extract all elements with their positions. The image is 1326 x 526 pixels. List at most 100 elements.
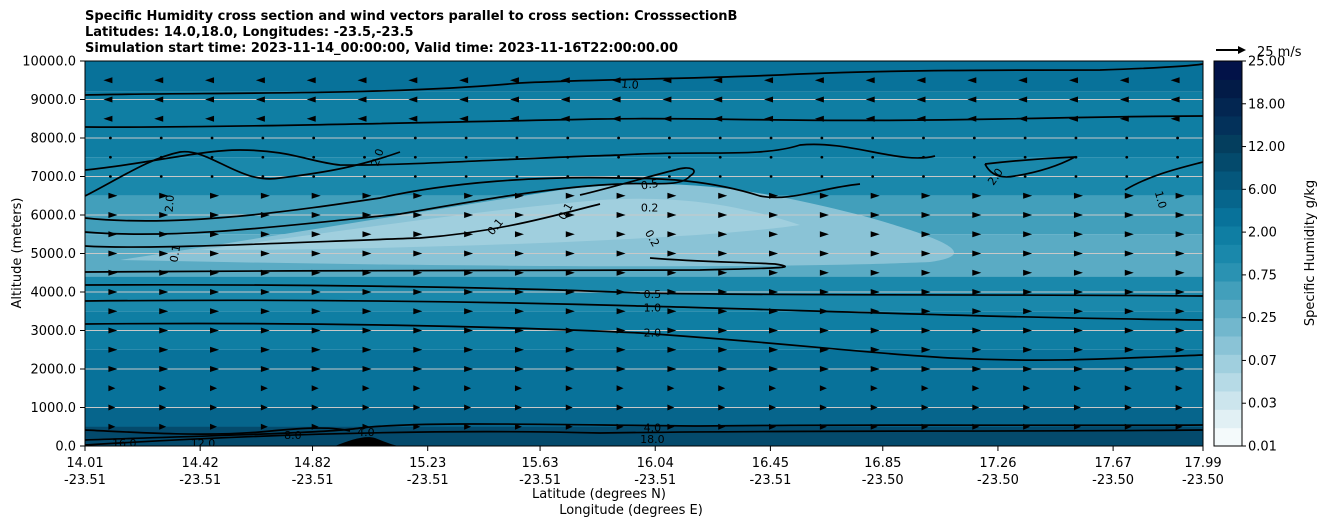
wind-vector <box>260 423 268 430</box>
wind-vector <box>819 346 829 353</box>
colorbar-swatch <box>1214 354 1242 374</box>
wind-vector <box>764 96 774 103</box>
wind-vector <box>921 289 931 295</box>
wind-vector <box>1023 366 1033 372</box>
contour-label: 1.0 <box>621 77 640 91</box>
wind-vector <box>108 231 118 238</box>
wind-vector <box>870 308 880 315</box>
wind-vector <box>413 308 423 315</box>
wind-vector <box>210 366 220 372</box>
wind-vector <box>413 346 423 353</box>
wind-vector <box>616 404 624 411</box>
wind-vector <box>210 136 214 140</box>
wind-vector <box>357 115 367 122</box>
wind-vector <box>870 289 880 295</box>
wind-vector <box>921 231 931 238</box>
y-tick-label: 4000.0 <box>31 286 77 301</box>
colorbar-swatch <box>1214 372 1242 392</box>
x-tick-label-latitude: 15.23 <box>409 456 446 471</box>
wind-vector <box>210 231 220 238</box>
wind-vector <box>514 385 522 392</box>
wind-vector <box>362 269 372 276</box>
wind-vector <box>362 385 370 392</box>
wind-vector <box>413 250 423 257</box>
wind-vector <box>972 366 982 372</box>
wind-vector <box>464 327 474 334</box>
wind-vector <box>159 366 169 372</box>
wind-vector <box>1023 231 1033 238</box>
wind-vector <box>667 308 677 315</box>
wind-vector <box>108 308 118 315</box>
wind-vector <box>870 192 880 199</box>
wind-vector <box>210 192 220 199</box>
wind-vector <box>1023 155 1027 159</box>
wind-vector <box>1073 250 1083 257</box>
wind-vector <box>1175 385 1183 392</box>
wind-vector <box>972 175 976 178</box>
wind-vector <box>1023 308 1033 315</box>
wind-vector <box>362 250 372 257</box>
colorbar-swatch <box>1214 299 1242 319</box>
contour-label: 0.5 <box>640 177 659 193</box>
colorbar-frame <box>1213 60 1243 447</box>
altitude-gridlines <box>85 99 1203 408</box>
wind-vector <box>713 77 723 84</box>
wind-vector <box>565 192 575 199</box>
wind-vector <box>667 404 675 411</box>
x-tick-label-longitude: -23.51 <box>407 473 449 488</box>
colorbar-tick-label: 2.00 <box>1248 226 1277 241</box>
wind-vector <box>769 385 777 392</box>
x-tick-label-latitude: 16.85 <box>864 456 901 471</box>
wind-vector <box>362 404 370 411</box>
wind-vector <box>108 346 118 353</box>
wind-vector <box>514 269 524 276</box>
contour-label: 2.0 <box>163 194 177 213</box>
wind-vector <box>311 231 321 238</box>
wind-vector <box>260 289 270 295</box>
wind-vector <box>718 366 728 372</box>
wind-vector <box>921 385 929 392</box>
wind-vector <box>159 175 163 178</box>
wind-vector <box>870 231 880 238</box>
wind-vector <box>764 115 774 122</box>
wind-vector <box>1023 327 1033 334</box>
wind-vector <box>972 404 980 411</box>
contour-line <box>85 115 1203 128</box>
wind-vector <box>362 192 372 199</box>
wind-vector <box>1068 96 1078 103</box>
contour-line <box>85 167 695 235</box>
wind-vector <box>662 115 672 122</box>
wind-vector <box>306 96 316 103</box>
wind-vector <box>668 175 671 178</box>
wind-vector <box>870 385 878 392</box>
wind-vector <box>514 289 524 295</box>
wind-vector <box>560 96 570 103</box>
wind-vector <box>260 327 270 334</box>
wind-vector <box>667 366 677 372</box>
wind-vector <box>566 155 570 159</box>
wind-vector <box>718 269 728 276</box>
wind-vector <box>1124 385 1132 392</box>
wind-vector <box>870 346 880 353</box>
wind-vector <box>560 115 570 122</box>
wind-vector <box>362 366 372 372</box>
colorbar: 0.01 0.03 0.07 0.25 0.75 2.00 6.00 12.00 18.00 25… <box>1213 55 1285 455</box>
wind-vector <box>109 155 112 159</box>
y-axis-label: Altitude (meters) <box>10 198 25 309</box>
wind-vector <box>616 231 626 238</box>
wind-vector <box>769 423 777 430</box>
wind-vector <box>159 192 169 199</box>
colorbar-tick-label: 0.25 <box>1248 311 1277 326</box>
wind-vector <box>159 346 169 353</box>
colorbar-label: Specific Humidity g/kg <box>1303 180 1318 326</box>
wind-vector <box>617 136 620 140</box>
wind-vector <box>718 308 728 315</box>
x-tick-label-latitude: 14.01 <box>66 456 103 471</box>
wind-vector <box>1124 269 1134 276</box>
y-tick-label: 0.0 <box>55 440 76 455</box>
wind-vector <box>210 308 220 315</box>
contour-line <box>85 427 351 435</box>
wind-vector <box>210 212 220 218</box>
colorbar-swatch <box>1214 152 1242 172</box>
wind-vector <box>509 96 519 103</box>
